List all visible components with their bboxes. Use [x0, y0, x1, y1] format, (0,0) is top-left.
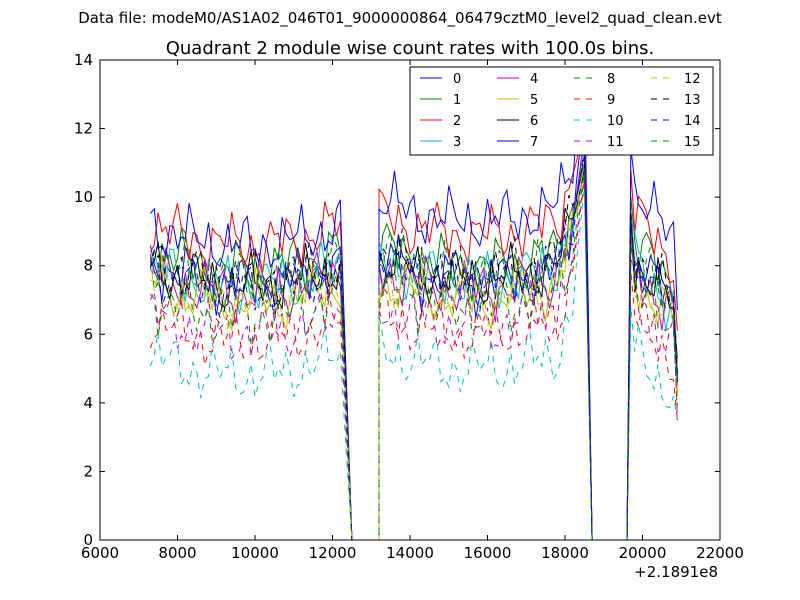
y-tick-label: 4	[83, 394, 93, 412]
legend-label-8: 8	[607, 72, 615, 87]
series-layer	[149, 70, 678, 541]
legend-label-7: 7	[530, 135, 538, 150]
x-tick-label: 12000	[309, 544, 357, 562]
series-line-1	[149, 162, 678, 541]
x-tick-label: 6000	[81, 544, 119, 562]
y-tick-label: 12	[74, 120, 93, 138]
ticks-layer: 6000 8000 10000 12000 14000 16000 18000 20000 22…	[74, 51, 744, 562]
y-tick-label: 10	[74, 188, 93, 206]
legend-label-1: 1	[453, 93, 461, 108]
legend-label-5: 5	[530, 93, 538, 108]
x-tick-label: 14000	[386, 544, 434, 562]
legend-label-0: 0	[453, 72, 461, 87]
x-tick-label: 20000	[619, 544, 667, 562]
y-tick-label: 6	[83, 325, 93, 343]
series-line-13	[149, 155, 678, 541]
legend-box	[409, 66, 714, 156]
y-tick-label: 14	[74, 51, 93, 69]
x-tick-label: 18000	[541, 544, 589, 562]
y-tick-label: 0	[83, 531, 93, 549]
series-line-5	[150, 166, 678, 541]
legend-label-6: 6	[530, 114, 538, 129]
series-line-2	[149, 121, 678, 541]
series-line-8	[149, 155, 678, 541]
chart-title: Quadrant 2 module wise count rates with …	[166, 38, 655, 59]
legend-label-14: 14	[684, 114, 701, 129]
x-tick-label: 16000	[464, 544, 512, 562]
y-tick-label: 8	[83, 257, 93, 275]
series-line-3	[149, 145, 678, 541]
legend-label-11: 11	[607, 135, 624, 150]
legend-label-15: 15	[684, 135, 701, 150]
legend-label-12: 12	[684, 72, 701, 87]
legend-label-4: 4	[530, 72, 538, 87]
y-tick-label: 2	[83, 462, 93, 480]
series-line-9	[149, 179, 678, 541]
series-line-6	[150, 169, 678, 541]
series-line-14	[149, 149, 678, 541]
x-offset-label: +2.1891e8	[634, 563, 718, 581]
series-line-11	[149, 176, 678, 541]
x-tick-label: 8000	[158, 544, 196, 562]
legend-label-2: 2	[453, 114, 461, 129]
legend-label-3: 3	[453, 135, 461, 150]
x-tick-label: 10000	[231, 544, 279, 562]
legend-label-9: 9	[607, 93, 615, 108]
series-line-12	[149, 162, 678, 541]
series-line-7	[150, 70, 678, 541]
series-line-10	[149, 186, 678, 541]
legend-label-10: 10	[607, 114, 624, 129]
figure-suptitle: Data file: modeM0/AS1A02_046T01_90000008…	[78, 9, 722, 28]
series-line-15	[150, 173, 678, 541]
legend-label-13: 13	[684, 93, 701, 108]
x-tick-label: 22000	[696, 544, 744, 562]
